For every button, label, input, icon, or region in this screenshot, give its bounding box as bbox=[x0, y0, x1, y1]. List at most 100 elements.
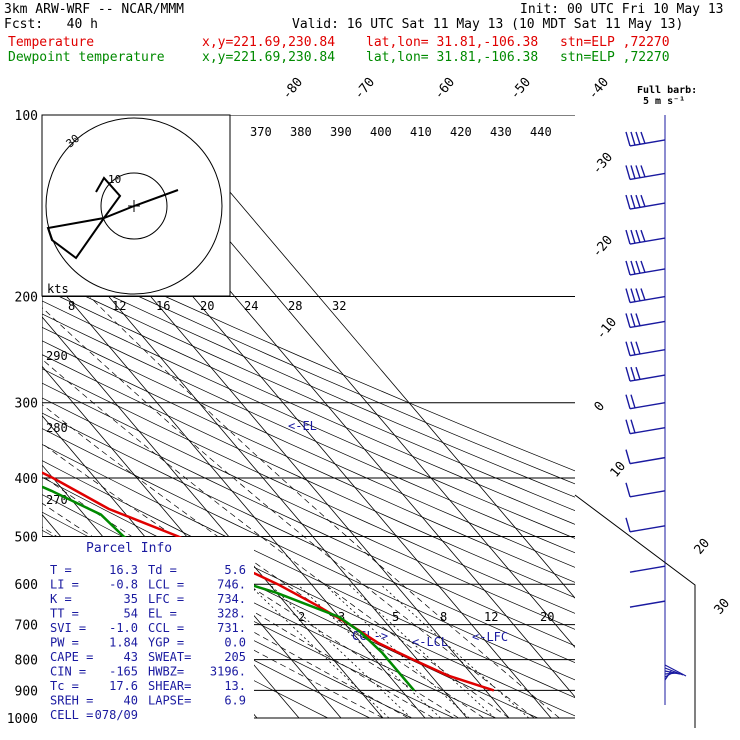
wind-barb-flag bbox=[635, 229, 641, 243]
wind-barb bbox=[625, 229, 666, 245]
dry-adiabat bbox=[42, 354, 575, 599]
parcel-field-value: 43 bbox=[124, 650, 138, 664]
wind-barb bbox=[625, 313, 666, 329]
parcel-field-value: 35 bbox=[124, 592, 138, 606]
mixing-ratio-label: 16 bbox=[156, 299, 170, 313]
mixing-ratio-line bbox=[323, 583, 470, 719]
isotherm-label: -80 bbox=[280, 75, 307, 103]
mixing-ratio-label: 20 bbox=[200, 299, 214, 313]
wind-barb-flag bbox=[625, 313, 631, 328]
parcel-field-value: -0.8 bbox=[109, 578, 138, 592]
wind-barb-flag bbox=[630, 288, 636, 302]
dry-adiabat bbox=[42, 326, 575, 568]
isotherm-line bbox=[164, 115, 575, 599]
wind-barb-flag bbox=[630, 366, 636, 381]
dry-adiabat bbox=[42, 287, 575, 525]
mixing-ratio-label: 12 bbox=[484, 610, 498, 624]
wind-barb-flag bbox=[625, 131, 631, 147]
wind-barb-flag bbox=[635, 194, 641, 208]
pressure-label-600: 600 bbox=[15, 578, 38, 593]
parcel-field-label: Tc = bbox=[50, 679, 79, 693]
lfc-marker: <-LFC bbox=[472, 630, 508, 644]
parcel-field-label: YGP = bbox=[148, 636, 184, 650]
isotherm-line bbox=[42, 217, 468, 719]
parcel-field-label: K = bbox=[50, 592, 72, 606]
parcel-field-label: LCL = bbox=[148, 578, 184, 592]
wind-barb-staff bbox=[629, 426, 666, 435]
wind-barb-flag bbox=[640, 131, 646, 144]
barb-legend-units: 5 m s⁻¹ bbox=[643, 96, 685, 107]
wind-barb-staff bbox=[629, 268, 666, 276]
wind-barb-flag bbox=[625, 229, 631, 245]
barb-legend-title: Full barb: bbox=[637, 85, 697, 96]
parcel-field-value: 0.0 bbox=[224, 636, 246, 650]
wind-barb-staff bbox=[629, 237, 666, 245]
parcel-field-value: 731. bbox=[217, 621, 246, 635]
parcel-field-value: 5.6 bbox=[224, 563, 246, 577]
wind-barb-flag bbox=[640, 288, 646, 301]
theta-label: 430 bbox=[490, 125, 512, 139]
model-title: 3km ARW-WRF -- NCAR/MMM bbox=[4, 2, 185, 17]
mixing-ratio-label: 8 bbox=[68, 299, 75, 313]
wind-barb-flag bbox=[625, 449, 631, 464]
pressure-label-800: 800 bbox=[15, 654, 38, 669]
mixing-ratio-line bbox=[348, 583, 496, 719]
wind-barb-flag bbox=[635, 313, 641, 327]
parcel-field-value: 6.9 bbox=[224, 694, 246, 708]
wind-barb-flag bbox=[630, 341, 636, 356]
mixing-ratio-line bbox=[269, 583, 412, 719]
parcel-field-value: 734. bbox=[217, 592, 246, 606]
parcel-field-value: -165 bbox=[109, 665, 138, 679]
wind-barb bbox=[625, 449, 666, 465]
wind-barb bbox=[625, 482, 666, 498]
wind-barb-flag bbox=[625, 341, 631, 356]
parcel-field-label: Td = bbox=[148, 563, 177, 577]
isotherm-label: 30 bbox=[712, 596, 734, 618]
theta-label: 440 bbox=[530, 125, 552, 139]
theta-e-label: 290 bbox=[46, 349, 68, 363]
mixing-ratio-label: 24 bbox=[244, 299, 258, 313]
theta-label: 380 bbox=[290, 125, 312, 139]
wind-barb-low bbox=[664, 671, 675, 678]
parcel-field-label: SHEAR= bbox=[148, 679, 191, 693]
wind-barb-flag bbox=[625, 194, 631, 210]
wind-barb-flag bbox=[625, 517, 631, 532]
dry-adiabat bbox=[42, 251, 575, 485]
wind-barb-flag bbox=[625, 366, 631, 382]
dry-adiabat bbox=[42, 263, 575, 498]
isotherm-label: -40 bbox=[586, 75, 613, 103]
wind-barb-flag bbox=[630, 419, 636, 434]
wind-barb-staff bbox=[629, 295, 666, 304]
mixing-ratio-label: 2 bbox=[298, 610, 305, 624]
mixing-ratio-label: 3 bbox=[338, 610, 345, 624]
parcel-field-label: CELL = bbox=[50, 708, 93, 722]
dewpoint-legend-label: Dewpoint temperature bbox=[8, 50, 165, 65]
mixing-ratio-label: 32 bbox=[332, 299, 346, 313]
wind-barb-flag bbox=[625, 288, 631, 303]
theta-label: 370 bbox=[250, 125, 272, 139]
pressure-label-300: 300 bbox=[15, 397, 38, 412]
wind-barb-flag bbox=[630, 165, 636, 179]
hodograph-ring-inner bbox=[100, 172, 168, 240]
wind-barb-flag bbox=[635, 288, 641, 302]
mixing-ratio-label: 8 bbox=[440, 610, 447, 624]
moist-adiabat bbox=[42, 358, 510, 719]
isotherm-line bbox=[0, 115, 5, 718]
wind-barb bbox=[625, 165, 666, 181]
wind-barb-staff bbox=[629, 565, 666, 573]
el-marker: <-EL bbox=[288, 419, 317, 433]
wind-barb-flag bbox=[625, 482, 631, 498]
wind-barb-flag bbox=[630, 394, 636, 409]
wind-barb-flag bbox=[625, 419, 631, 434]
pressure-label-200: 200 bbox=[15, 291, 38, 306]
wind-barb bbox=[625, 194, 666, 210]
theta-label: 400 bbox=[370, 125, 392, 139]
dewpoint-legend-xy: x,y=221.69,230.84 bbox=[202, 50, 336, 65]
parcel-field-label: CCL = bbox=[148, 621, 184, 635]
isotherm-label: -50 bbox=[508, 75, 535, 103]
theta-label: 390 bbox=[330, 125, 352, 139]
parcel-field-label: CIN = bbox=[50, 665, 86, 679]
wind-barb bbox=[625, 260, 666, 276]
temperature-legend-label: Temperature bbox=[8, 35, 95, 50]
temperature-legend-latlon: lat,lon= 31.81,-106.38 bbox=[366, 35, 539, 50]
